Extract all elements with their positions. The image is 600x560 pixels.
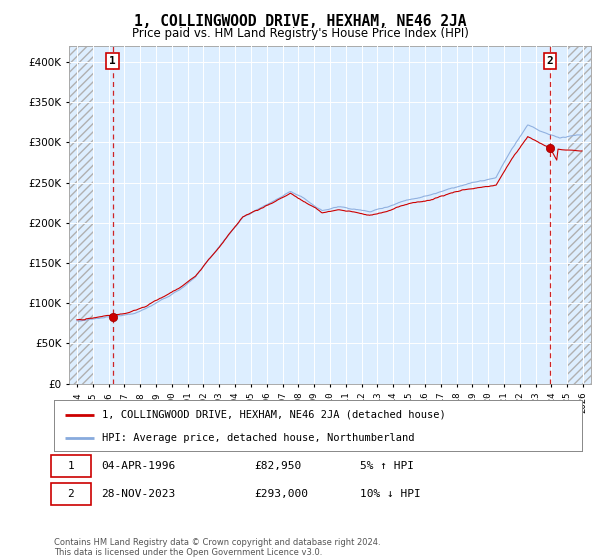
Text: 2: 2 bbox=[547, 56, 554, 66]
Text: 5% ↑ HPI: 5% ↑ HPI bbox=[360, 461, 414, 471]
Bar bbox=[567, 46, 591, 384]
Text: £82,950: £82,950 bbox=[254, 461, 302, 471]
Bar bbox=[69, 46, 93, 384]
Text: 1, COLLINGWOOD DRIVE, HEXHAM, NE46 2JA: 1, COLLINGWOOD DRIVE, HEXHAM, NE46 2JA bbox=[134, 14, 466, 29]
Text: 28-NOV-2023: 28-NOV-2023 bbox=[101, 489, 176, 499]
Text: Price paid vs. HM Land Registry's House Price Index (HPI): Price paid vs. HM Land Registry's House … bbox=[131, 27, 469, 40]
FancyBboxPatch shape bbox=[52, 483, 91, 505]
Text: £293,000: £293,000 bbox=[254, 489, 308, 499]
Text: Contains HM Land Registry data © Crown copyright and database right 2024.
This d: Contains HM Land Registry data © Crown c… bbox=[54, 538, 380, 557]
Text: 1, COLLINGWOOD DRIVE, HEXHAM, NE46 2JA (detached house): 1, COLLINGWOOD DRIVE, HEXHAM, NE46 2JA (… bbox=[101, 409, 445, 419]
FancyBboxPatch shape bbox=[52, 455, 91, 477]
Text: 1: 1 bbox=[68, 461, 74, 471]
Text: 1: 1 bbox=[109, 56, 116, 66]
Text: HPI: Average price, detached house, Northumberland: HPI: Average price, detached house, Nort… bbox=[101, 433, 414, 443]
Text: 2: 2 bbox=[68, 489, 74, 499]
Text: 04-APR-1996: 04-APR-1996 bbox=[101, 461, 176, 471]
Text: 10% ↓ HPI: 10% ↓ HPI bbox=[360, 489, 421, 499]
